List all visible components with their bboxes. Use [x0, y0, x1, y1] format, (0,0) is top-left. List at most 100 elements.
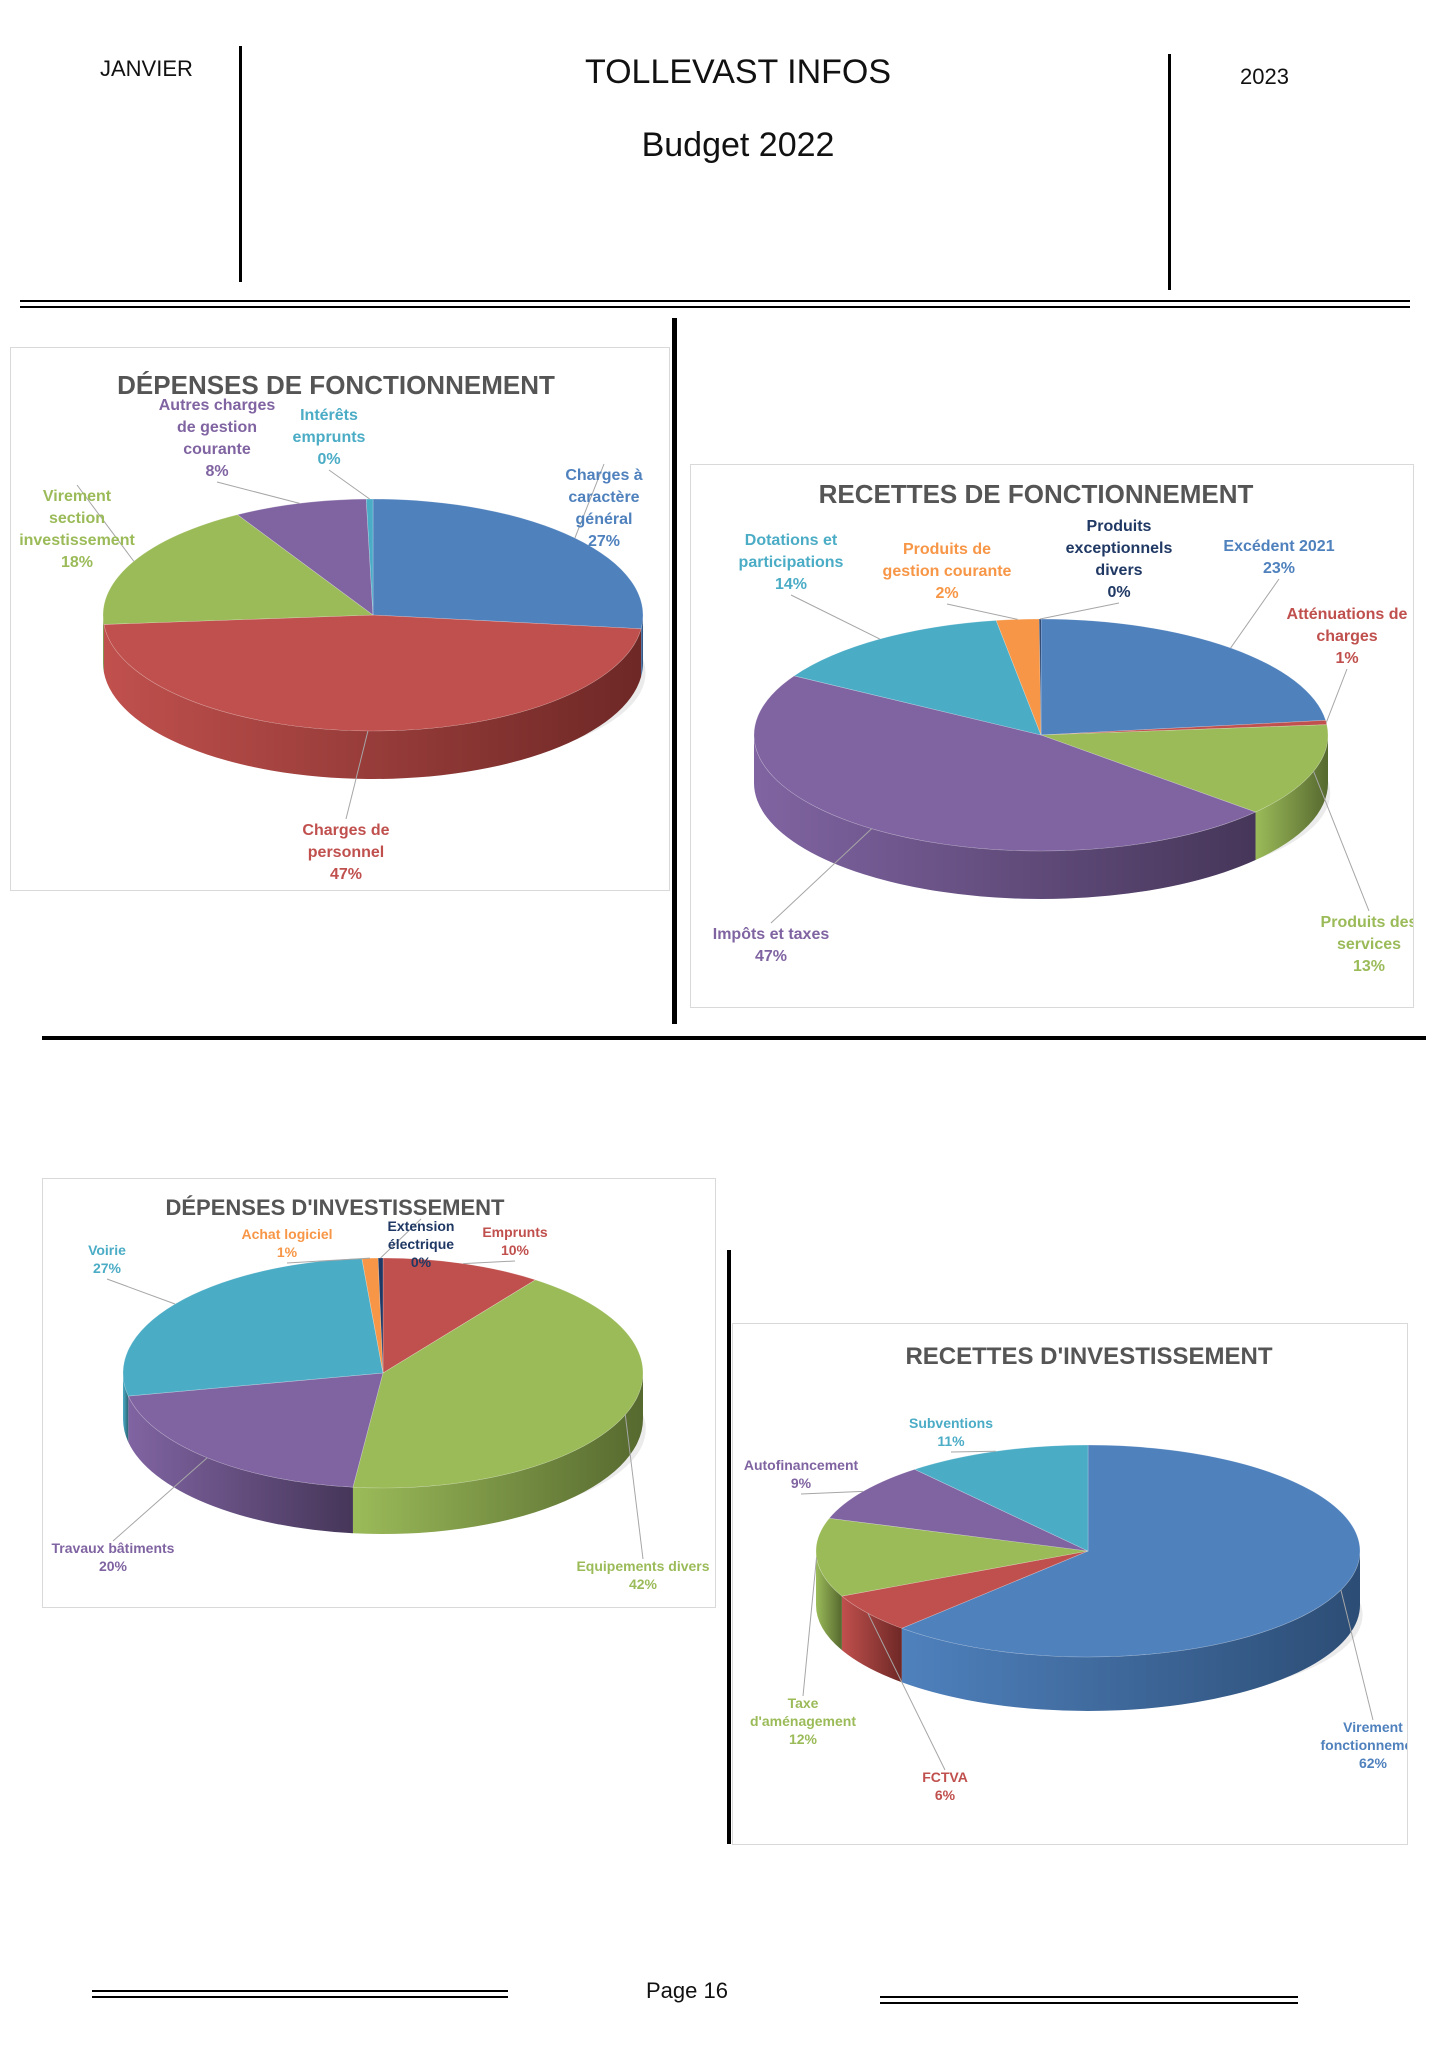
pie-side-voirie [123, 1373, 129, 1443]
pie-label-text: général [576, 511, 633, 528]
pie-label-text: Produits de [903, 541, 991, 558]
pie-label-produits-des-services: Produits des services 13% [1313, 771, 1418, 975]
top-charts-divider [672, 318, 677, 1024]
pie-label-text: personnel [308, 844, 384, 861]
pie-label-percent: 27% [588, 533, 620, 550]
pie-label-percent: 0% [411, 1254, 432, 1270]
pie-label-taxe-d-amenagement: Taxe d'aménagement 12% [750, 1557, 856, 1747]
pie-label-text: gestion courante [883, 563, 1012, 580]
pie-slice-emprunts [382, 1257, 537, 1374]
pie-side-travaux-batiments [128, 1396, 353, 1534]
pie-label-text: Produits des [1321, 914, 1413, 931]
pie-label-equipements-divers: Equipements divers 42% [576, 1414, 710, 1592]
pie-label-text: fonctionnement [1321, 1737, 1408, 1753]
pie-label-text: services [1337, 936, 1401, 953]
pie-label-fctva: FCTVA 6% [867, 1613, 968, 1803]
pie-slice-virement-section-investissement [102, 514, 374, 625]
leader-line [1313, 771, 1370, 912]
pie-label-voirie: Voirie 27% [88, 1242, 176, 1305]
pie-label-text: Charges de [302, 822, 389, 839]
pie-label-text: Virement [43, 488, 112, 505]
middle-rule [42, 1036, 1426, 1040]
chart-title: DÉPENSES D'INVESTISSEMENT [166, 1195, 506, 1220]
pie-label-charges-de-personnel: Charges de personnel 47% [302, 730, 390, 883]
pie-label-travaux-batiments: Travaux bâtiments 20% [52, 1457, 208, 1574]
pie-slice-impots-et-taxes [753, 675, 1257, 852]
pie-label-text: Travaux bâtiments [52, 1540, 175, 1556]
pie-depenses-investissement: DÉPENSES D'INVESTISSEMENT Emprunts 10% Equi… [52, 1195, 710, 1592]
leader-line [867, 1613, 946, 1771]
footer-rule-right-b [880, 2002, 1298, 2004]
pie-slice-produits-de-gestion-courante [995, 618, 1042, 736]
pie-label-achat-logiciel: Achat logiciel 1% [241, 1226, 371, 1264]
pie-label-excedent-2021: Excédent 2021 23% [1223, 538, 1335, 649]
pie-label-percent: 9% [791, 1475, 812, 1491]
pie-label-subventions: Subventions 11% [909, 1415, 996, 1453]
chart-recettes-fonctionnement: RECETTES DE FONCTIONNEMENT Excédent 2021 2… [690, 464, 1418, 1008]
header-month: JANVIER [100, 56, 193, 81]
pie-label-percent: 1% [1335, 650, 1358, 667]
pie-label-attenuations-de-charges: Atténuations de charges 1% [1287, 606, 1408, 723]
leader-line [76, 484, 135, 562]
pie-slice-extension-electrique [377, 1257, 384, 1374]
pie-label-text: Subventions [909, 1415, 993, 1431]
leader-line [463, 1260, 516, 1265]
pie-label-produits-de-gestion-courante: Produits de gestion courante 2% [883, 541, 1018, 620]
pie-label-percent: 8% [205, 463, 228, 480]
page-number: Page 16 [646, 1978, 728, 2003]
pie-label-percent: 2% [935, 585, 958, 602]
leader-line [106, 1278, 176, 1305]
leader-line [946, 603, 1018, 620]
pie-label-autofinancement: Autofinancement 9% [744, 1457, 864, 1495]
pie-label-virement-fonctionnement: Virement fonctionnement 62% [1321, 1589, 1426, 1771]
header-divider-left [239, 46, 242, 282]
leader-line [574, 463, 605, 539]
pie-label-emprunts: Emprunts 10% [463, 1224, 548, 1265]
pie-side-charges-de-personnel [103, 624, 642, 779]
pie-label-extension-electrique: Extension électrique 0% [380, 1218, 454, 1270]
header-year: 2023 [1240, 64, 1289, 89]
leader-line [950, 1450, 996, 1453]
pie-label-percent: 14% [775, 576, 807, 593]
pie-label-charges-a-caractere-general: Charges à caractère général 27% [565, 463, 643, 550]
pie-label-text: charges [1316, 628, 1377, 645]
pie-label-text: section [49, 510, 105, 527]
pie-recettes-fonctionnement: RECETTES DE FONCTIONNEMENT Excédent 2021 2… [713, 479, 1418, 975]
pie-slice-autres-charges-de-gestion-courante [236, 498, 374, 616]
pie-slice-virement-fonctionnement [900, 1444, 1361, 1658]
pie-label-text: participations [739, 554, 844, 571]
pie-slice-travaux-batiments [127, 1372, 384, 1488]
pie-label-text: FCTVA [922, 1769, 968, 1785]
chart-title: RECETTES DE FONCTIONNEMENT [819, 479, 1254, 509]
pie-label-produits-exceptionnels-divers: Produits exceptionnels divers 0% [1039, 518, 1173, 620]
pie-side-produits-des-services [1255, 735, 1328, 861]
leader-line [1325, 668, 1348, 723]
leader-line [1340, 1589, 1374, 1721]
leader-line [112, 1457, 208, 1542]
pie-slice-excedent-2021 [1040, 618, 1327, 736]
leader-line [802, 1557, 818, 1697]
footer-rule-left-a [92, 1990, 508, 1992]
pie-slice-autofinancement [828, 1469, 1089, 1552]
chart-title: DÉPENSES DE FONCTIONNEMENT [117, 370, 555, 400]
leader-line [286, 1257, 371, 1264]
pie-label-text: divers [1095, 562, 1142, 579]
footer-rule-left-b [92, 1996, 508, 1998]
pie-side-impots-et-taxes [754, 735, 1256, 899]
pie-label-text: de gestion [177, 419, 257, 436]
pie-label-percent: 20% [99, 1558, 128, 1574]
chart-depenses-fonctionnement: DÉPENSES DE FONCTIONNEMENT Charges à carac… [10, 347, 670, 891]
pie-label-text: caractère [568, 489, 639, 506]
pie-label-text: Excédent 2021 [1223, 538, 1334, 555]
pie-side-virement-section-investissement [103, 615, 104, 673]
pie-label-text: exceptionnels [1066, 540, 1173, 557]
pie-label-text: Produits [1087, 518, 1152, 535]
pie-label-percent: 18% [61, 554, 93, 571]
pie-label-percent: 27% [93, 1260, 122, 1276]
pie-depenses-fonctionnement: DÉPENSES DE FONCTIONNEMENT Charges à carac… [19, 370, 646, 883]
pie-label-text: Intérêts [300, 407, 358, 424]
pie-label-percent: 12% [789, 1731, 818, 1747]
chart-depenses-investissement: DÉPENSES D'INVESTISSEMENT Emprunts 10% Equi… [42, 1178, 716, 1608]
pie-side-taxe-d-amenagement [816, 1551, 842, 1651]
pie-label-text: Equipements divers [576, 1558, 709, 1574]
